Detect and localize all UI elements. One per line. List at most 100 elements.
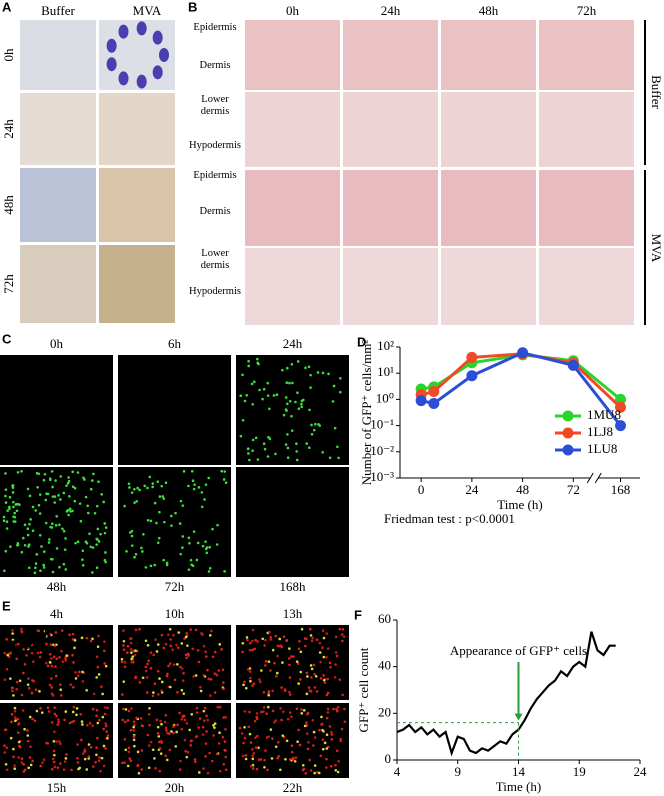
cell [3, 569, 6, 573]
cell [206, 718, 210, 722]
cell [200, 505, 204, 509]
cell [48, 652, 52, 656]
cell [248, 649, 252, 652]
cell [262, 706, 266, 709]
cell [241, 418, 245, 422]
cell [102, 500, 105, 504]
cell [336, 770, 340, 774]
cell [168, 748, 172, 752]
cell [101, 715, 105, 719]
cell [64, 568, 68, 571]
cell [12, 520, 16, 523]
cell [201, 544, 205, 548]
cell [91, 479, 94, 482]
cell [53, 706, 56, 709]
cell [209, 678, 213, 681]
cell [153, 682, 157, 686]
cell [19, 627, 23, 631]
cell [97, 634, 100, 638]
cell [300, 405, 303, 409]
cell [133, 501, 136, 504]
cell [162, 646, 166, 650]
cell [284, 408, 288, 411]
cell [315, 638, 319, 642]
cell [5, 667, 9, 671]
stain-label: HLA-DR [3, 625, 52, 640]
cell [38, 512, 42, 515]
cell [313, 764, 317, 767]
cell [210, 629, 213, 633]
micrograph [0, 625, 113, 700]
micrograph [0, 467, 113, 577]
cell [274, 634, 277, 638]
cell [44, 661, 48, 665]
cell [89, 545, 93, 549]
cell [312, 428, 316, 432]
cell [106, 734, 110, 737]
cell [271, 709, 275, 713]
micrograph [245, 92, 340, 167]
cell [26, 647, 30, 651]
cell [17, 740, 21, 744]
cell [165, 674, 169, 678]
cell [132, 728, 136, 732]
cell [278, 637, 282, 641]
cell [316, 371, 320, 374]
cell [130, 651, 133, 654]
cell [251, 639, 254, 643]
cell [212, 724, 215, 727]
cell [120, 761, 124, 765]
cell [58, 740, 61, 743]
cell [19, 745, 22, 749]
column-header: 72h [577, 3, 597, 18]
cell [146, 662, 149, 666]
cell [20, 550, 24, 554]
cell [313, 686, 317, 689]
cell [306, 747, 310, 751]
panel-label: D [357, 334, 366, 349]
annotation-arrowhead [514, 713, 523, 721]
cell [13, 709, 17, 713]
cell [84, 540, 88, 543]
cell [256, 361, 260, 365]
cell [100, 685, 103, 688]
row-label: 72h [1, 274, 16, 294]
cell [35, 709, 39, 713]
cell [55, 514, 59, 518]
cell [10, 713, 14, 716]
cell [246, 668, 250, 671]
cell [152, 653, 155, 657]
cell [4, 488, 8, 491]
cell [224, 715, 228, 719]
cell [49, 643, 53, 646]
cell [248, 670, 252, 673]
cell [178, 522, 182, 525]
cell [77, 767, 80, 771]
cell [181, 714, 185, 718]
cell [54, 665, 57, 668]
cell [320, 723, 323, 726]
cell [204, 742, 208, 745]
cell [103, 522, 107, 525]
cell [31, 717, 34, 721]
cell [266, 705, 270, 709]
cell [177, 646, 180, 649]
cell [40, 711, 44, 714]
cell [91, 724, 94, 728]
cell [249, 741, 253, 744]
cell [211, 655, 215, 659]
cell [104, 706, 107, 709]
cell [147, 744, 151, 747]
cell [334, 769, 338, 772]
cell [54, 479, 57, 482]
cell [215, 543, 219, 546]
cell [309, 386, 312, 389]
cell [303, 637, 307, 640]
cell [191, 564, 195, 568]
micrograph [236, 625, 349, 700]
cell [53, 495, 57, 498]
cell [322, 636, 326, 640]
cell [144, 639, 148, 643]
cell [89, 745, 93, 749]
cell [328, 456, 332, 460]
